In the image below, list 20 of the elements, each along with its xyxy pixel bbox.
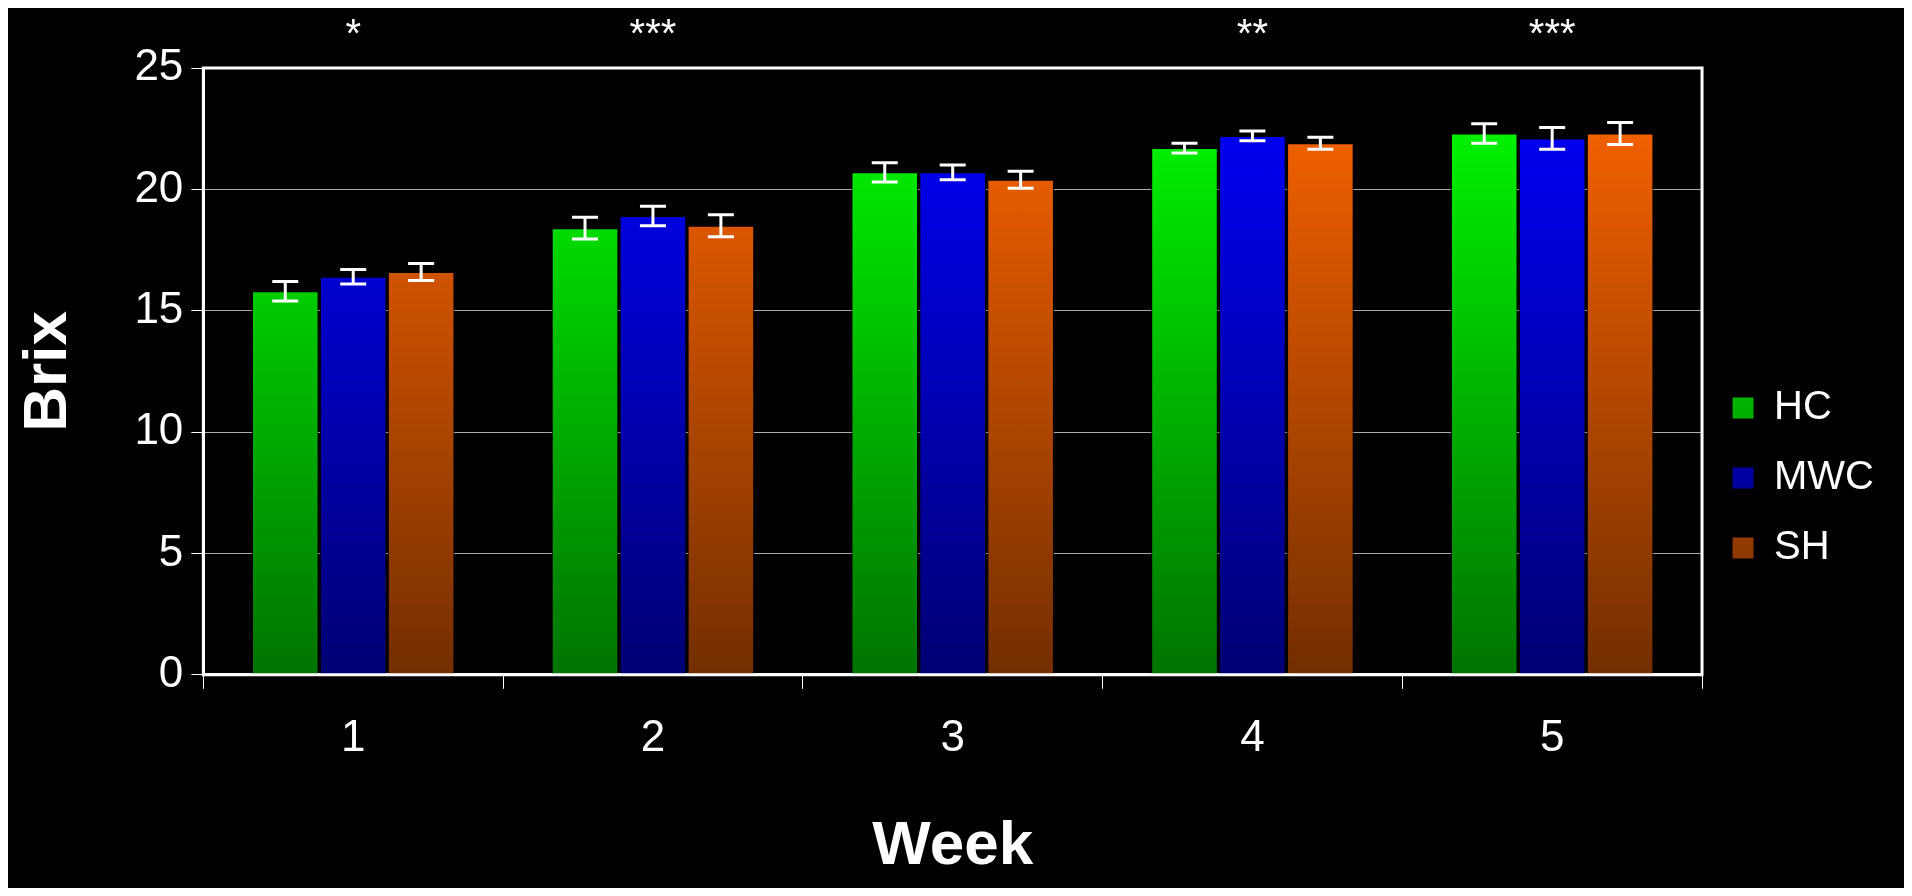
y-tick-label: 25	[134, 40, 184, 90]
y-tick-label: 10	[134, 404, 184, 454]
x-axis-title: Week	[872, 807, 1034, 877]
y-axis-title: Brix	[10, 310, 80, 432]
x-tick-label: 5	[1539, 711, 1565, 761]
legend-label: MWC	[1774, 453, 1875, 498]
text: ***	[629, 11, 677, 56]
x-tick-label: 3	[940, 711, 965, 761]
text: **	[1236, 11, 1268, 56]
y-tick-label: 0	[158, 646, 184, 696]
y-tick-label: 15	[134, 282, 184, 332]
x-tick-label: 4	[1240, 711, 1265, 761]
text: *	[345, 11, 361, 56]
y-tick-label: 20	[134, 161, 184, 211]
legend-label: SH	[1774, 523, 1830, 568]
text: ***	[1528, 11, 1576, 56]
x-tick-label: 1	[340, 711, 366, 761]
legend-label: HC	[1774, 383, 1832, 428]
x-tick-label: 2	[640, 711, 666, 761]
y-tick-label: 5	[158, 525, 184, 575]
